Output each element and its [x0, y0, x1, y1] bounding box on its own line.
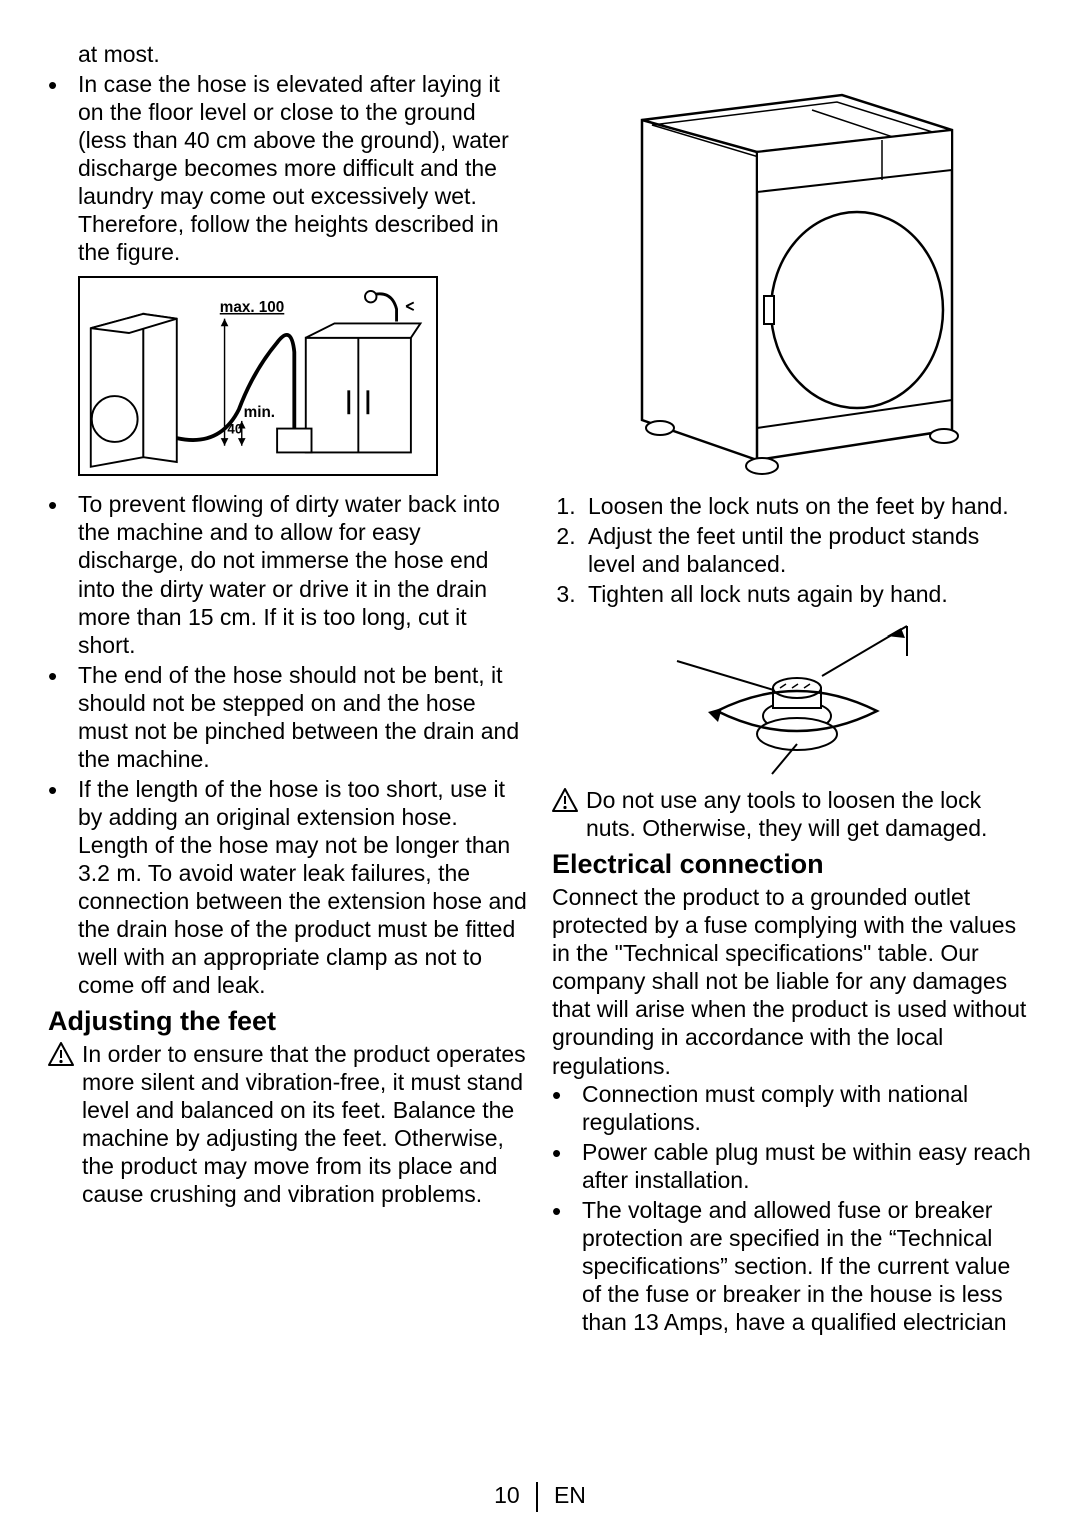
page-lang: EN: [554, 1482, 586, 1508]
figure-hose-heights: max. 100 min. 40: [78, 276, 438, 476]
two-column-layout: at most. In case the hose is elevated af…: [48, 40, 1032, 1338]
list-item: If the length of the hose is too short, …: [78, 775, 528, 999]
page-footer: 10 EN: [0, 1481, 1080, 1512]
list-item: The voltage and allowed fuse or breaker …: [582, 1196, 1032, 1336]
steps-list: Loosen the lock nuts on the feet by hand…: [552, 492, 1032, 608]
warning-feet: In order to ensure that the product oper…: [48, 1040, 528, 1208]
list-item: In case the hose is elevated after layin…: [78, 70, 528, 266]
bullets-after-figure: To prevent flowing of dirty water back i…: [48, 490, 528, 999]
electrical-intro: Connect the product to a grounded outlet…: [552, 883, 1032, 1079]
continuation-text: at most.: [48, 40, 528, 68]
fig-min-val: 40: [227, 422, 242, 437]
warning-icon: [552, 786, 580, 812]
bullets-top: In case the hose is elevated after layin…: [48, 70, 528, 266]
footer-divider: [536, 1482, 538, 1512]
figure-locknut: [662, 616, 922, 776]
left-column: at most. In case the hose is elevated af…: [48, 40, 528, 1338]
right-column: Loosen the lock nuts on the feet by hand…: [552, 40, 1032, 1338]
list-item: Loosen the lock nuts on the feet by hand…: [582, 492, 1032, 520]
heading-electrical: Electrical connection: [552, 848, 1032, 881]
figure-machine-3d: [582, 40, 1002, 480]
list-item: Power cable plug must be within easy rea…: [582, 1138, 1032, 1194]
list-item: The end of the hose should not be bent, …: [78, 661, 528, 773]
warning-text: Do not use any tools to loosen the lock …: [586, 786, 1032, 842]
list-item: To prevent flowing of dirty water back i…: [78, 490, 528, 658]
warning-text: In order to ensure that the product oper…: [82, 1040, 528, 1208]
fig-max-label: max. 100: [220, 299, 285, 316]
list-item: Tighten all lock nuts again by hand.: [582, 580, 1032, 608]
fig-min-label: min.: [244, 404, 275, 421]
list-item: Adjust the feet until the product stands…: [582, 522, 1032, 578]
electrical-bullets: Connection must comply with national reg…: [552, 1080, 1032, 1336]
list-item: Connection must comply with national reg…: [582, 1080, 1032, 1136]
warning-icon: [48, 1040, 76, 1066]
heading-adjusting-feet: Adjusting the feet: [48, 1005, 528, 1038]
page-number: 10: [494, 1482, 520, 1508]
warning-locknuts: Do not use any tools to loosen the lock …: [552, 786, 1032, 842]
